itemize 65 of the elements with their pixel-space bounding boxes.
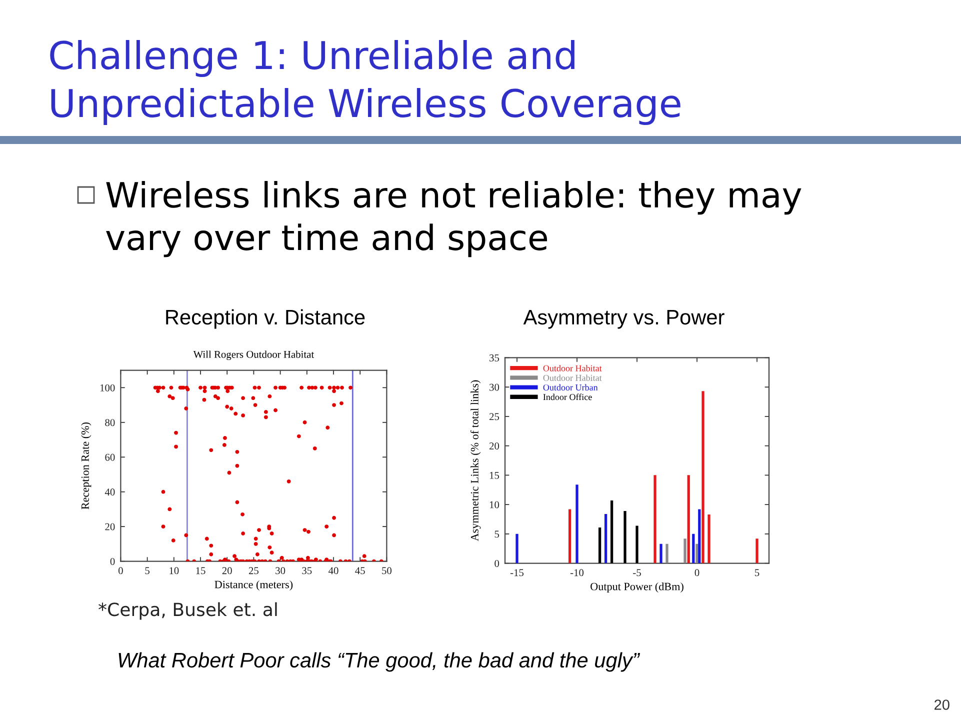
bar — [687, 475, 690, 564]
x-tick-label: 5 — [755, 569, 760, 576]
bar — [696, 544, 698, 564]
bar — [598, 527, 602, 564]
x-tick-label: -5 — [633, 569, 641, 576]
chart-title: Asymmetry vs. Power — [523, 310, 724, 329]
chart-title: Reception v. Distance — [166, 309, 365, 329]
x-tick-label: 35 — [302, 567, 312, 574]
bar — [636, 526, 638, 564]
bar — [692, 534, 695, 564]
chart-subtitle: Will Rogers Outdoor Habitat — [193, 350, 314, 360]
y-tick-label: 5 — [494, 530, 500, 538]
x-axis-title: Distance (meters) — [214, 580, 293, 591]
x-tick-label: 15 — [196, 567, 206, 574]
bar — [576, 484, 578, 564]
x-tick-label: 40 — [328, 567, 338, 574]
y-axis-title: Asymmetric Links (% of total links) — [470, 380, 481, 542]
legend-label: Outdoor Habitat — [543, 364, 602, 372]
bar — [698, 509, 701, 564]
bar — [756, 538, 758, 564]
bar — [666, 544, 668, 564]
bar — [610, 500, 614, 564]
y-tick-label: 30 — [490, 384, 500, 391]
text: 20 — [934, 700, 950, 710]
y-tick-label: 80 — [105, 419, 115, 426]
y-tick-label: 35 — [490, 354, 500, 362]
y-tick-label: 25 — [489, 413, 500, 420]
x-tick-label: 5 — [145, 567, 150, 574]
bar — [660, 544, 662, 564]
bar — [516, 534, 518, 564]
y-tick-label: 20 — [489, 442, 500, 450]
x-tick-label: 45 — [355, 567, 365, 574]
y-tick-label: 20 — [105, 523, 115, 530]
y-axis-title: Reception Rate (%) — [81, 422, 92, 510]
bar — [684, 538, 686, 564]
legend-label: Indoor Office — [543, 394, 592, 400]
x-tick-label: 0 — [118, 567, 123, 574]
bar — [604, 514, 608, 564]
x-tick-label: 10 — [170, 567, 179, 574]
legend-label: Outdoor Habitat — [543, 374, 602, 381]
text: Wireless links are not reliable: they may vary over time and space — [106, 181, 802, 258]
y-tick-label: 40 — [104, 488, 115, 496]
y-tick-label: 100 — [100, 384, 115, 392]
x-tick-label: 0 — [694, 569, 700, 576]
y-tick-label: 15 — [490, 472, 500, 479]
x-tick-label: 30 — [276, 567, 286, 574]
bar — [654, 475, 656, 564]
x-tick-label: -15 — [510, 569, 524, 576]
x-tick-label: -10 — [570, 569, 584, 576]
x-tick-label: 50 — [382, 567, 392, 574]
bar — [702, 391, 704, 564]
y-tick-label: 0 — [494, 560, 500, 568]
y-tick-label: 60 — [105, 454, 115, 461]
text: *Cerpa, Busek et. al — [98, 602, 277, 620]
text: What Robert Poor calls “The good, the bad and the ugly” — [118, 652, 640, 672]
x-tick-label: 20 — [222, 567, 232, 574]
bar — [568, 509, 572, 564]
bar — [624, 511, 626, 564]
x-tick-label: 25 — [248, 567, 258, 574]
text: Challenge 1: Unreliable and Unpredictable Wireless Coverage — [50, 40, 680, 125]
y-tick-label: 0 — [110, 558, 115, 566]
x-axis-title: Output Power (dBm) — [590, 582, 684, 593]
bar — [708, 514, 710, 564]
legend-label: Outdoor Urban — [543, 384, 598, 391]
y-tick-label: 10 — [490, 501, 500, 508]
